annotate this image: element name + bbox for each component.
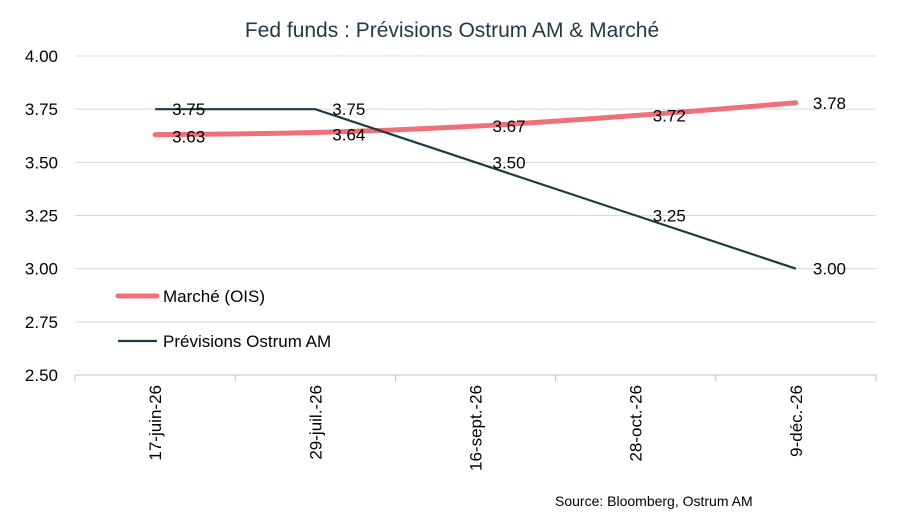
data-label-previsions: 3.75 (172, 100, 205, 119)
legend-label: Prévisions Ostrum AM (163, 332, 331, 351)
x-tick-label: 28-oct.-26 (627, 385, 646, 462)
x-tick-label: 17-juin-26 (146, 385, 165, 461)
data-label-marche: 3.72 (653, 107, 686, 126)
y-tick-label: 3.50 (25, 153, 58, 172)
y-axis: 2.50 2.75 3.00 3.25 3.50 3.75 4.00 (25, 47, 58, 385)
y-tick-label: 3.00 (25, 260, 58, 279)
data-label-previsions: 3.75 (332, 100, 365, 119)
x-tick-label: 29-juil.-26 (306, 385, 325, 460)
data-label-marche: 3.67 (493, 117, 526, 136)
data-label-previsions: 3.50 (493, 153, 526, 172)
source-note: Source: Bloomberg, Ostrum AM (555, 493, 753, 509)
x-axis: 17-juin-26 29-juil.-26 16-sept.-26 28-oct.-… (74, 374, 877, 471)
data-label-marche: 3.63 (172, 128, 205, 147)
y-tick-label: 3.75 (25, 100, 58, 119)
data-label-marche: 3.64 (332, 126, 365, 145)
y-tick-label: 3.25 (25, 207, 58, 226)
legend: Marché (OIS) Prévisions Ostrum AM (115, 287, 331, 351)
y-tick-label: 2.75 (25, 313, 58, 332)
legend-label: Marché (OIS) (163, 287, 265, 306)
data-label-previsions: 3.00 (813, 260, 846, 279)
series-lines (152, 100, 799, 270)
y-tick-label: 4.00 (25, 47, 58, 66)
data-label-marche: 3.78 (813, 94, 846, 113)
chart-title: Fed funds : Prévisions Ostrum AM & March… (245, 19, 659, 42)
data-label-previsions: 3.25 (653, 207, 686, 226)
series-line-previsions (155, 108, 797, 270)
x-tick-label: 16-sept.-26 (467, 385, 486, 471)
x-tick-label: 9-déc.-26 (787, 385, 806, 457)
data-labels: 3.63 3.64 3.67 3.72 3.78 3.75 3.75 3.50 3.25 3.00 (172, 94, 846, 279)
y-tick-label: 2.50 (25, 366, 58, 385)
series-line-marche (152, 100, 799, 138)
